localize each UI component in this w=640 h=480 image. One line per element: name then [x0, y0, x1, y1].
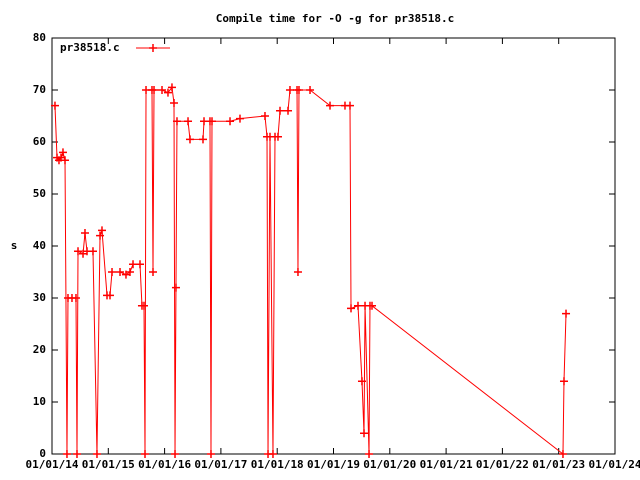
point-marker	[108, 268, 117, 276]
x-tick-label: 01/01/24	[589, 458, 640, 471]
point-marker	[149, 268, 158, 276]
point-marker	[357, 377, 366, 386]
point-marker	[171, 283, 180, 292]
y-tick-label: 80	[33, 31, 46, 44]
y-tick-label: 20	[33, 343, 46, 356]
point-marker	[150, 86, 159, 94]
x-tick-label: 01/01/17	[194, 458, 247, 471]
y-tick-label: 10	[33, 395, 46, 408]
point-marker	[74, 247, 83, 256]
point-marker	[80, 229, 89, 237]
y-axis-label: s	[11, 239, 18, 252]
point-marker	[97, 226, 106, 235]
x-tick-label: 01/01/23	[532, 458, 585, 471]
point-marker	[276, 106, 285, 115]
point-marker	[360, 429, 369, 438]
legend-label: pr38518.c	[60, 41, 120, 54]
y-tick-label: 40	[33, 239, 46, 252]
series-line	[54, 86, 567, 456]
point-marker	[235, 114, 244, 123]
point-marker	[198, 135, 207, 144]
point-marker	[306, 86, 315, 94]
point-marker	[365, 450, 374, 458]
point-marker	[171, 450, 180, 458]
y-tick-label: 70	[33, 83, 46, 96]
point-marker	[92, 450, 101, 458]
point-marker	[116, 268, 125, 276]
point-marker	[158, 86, 167, 94]
point-marker	[294, 86, 303, 94]
point-marker	[135, 260, 144, 269]
point-marker	[558, 450, 567, 458]
x-tick-label: 01/01/22	[476, 458, 529, 471]
point-marker	[170, 99, 179, 107]
x-tick-label: 01/01/21	[420, 458, 473, 471]
point-marker	[172, 117, 181, 126]
y-tick-label: 50	[33, 187, 46, 200]
x-tick-label: 01/01/19	[307, 458, 360, 471]
point-marker	[206, 450, 215, 458]
point-marker	[163, 88, 172, 97]
point-marker	[129, 260, 138, 269]
point-marker	[88, 247, 97, 256]
y-tick-label: 0	[39, 447, 46, 460]
x-tick-label: 01/01/18	[251, 458, 304, 471]
point-marker	[368, 301, 377, 310]
point-marker	[347, 304, 356, 313]
point-marker	[562, 309, 571, 318]
point-marker	[226, 117, 235, 126]
y-tick-label: 60	[33, 135, 46, 148]
point-marker	[353, 301, 362, 310]
point-marker	[273, 132, 282, 141]
point-marker	[268, 450, 277, 458]
point-marker	[284, 106, 293, 115]
point-marker	[58, 148, 67, 157]
point-marker	[62, 450, 71, 458]
point-marker	[96, 231, 105, 240]
x-tick-label: 01/01/20	[363, 458, 416, 471]
point-marker	[141, 450, 150, 458]
point-marker	[260, 112, 269, 120]
point-marker	[184, 117, 193, 126]
legend-swatch-marker	[149, 44, 157, 52]
point-marker	[139, 301, 148, 310]
point-marker	[71, 294, 80, 302]
point-marker	[167, 83, 176, 92]
chart-title: Compile time for -O -g for pr38518.c	[216, 12, 454, 25]
point-marker	[72, 450, 81, 458]
point-marker	[105, 291, 114, 300]
point-marker	[50, 101, 59, 110]
x-tick-label: 01/01/16	[138, 458, 191, 471]
x-tick-label: 01/01/14	[26, 458, 79, 471]
point-marker	[285, 86, 294, 94]
point-marker	[293, 268, 302, 276]
point-marker	[61, 156, 70, 165]
point-marker	[185, 135, 194, 144]
x-tick-label: 01/01/15	[82, 458, 135, 471]
y-tick-label: 30	[33, 291, 46, 304]
point-marker	[208, 117, 217, 126]
point-marker	[345, 101, 354, 110]
point-marker	[125, 268, 134, 276]
point-marker	[326, 101, 335, 110]
plot-frame	[51, 37, 616, 455]
point-marker	[559, 377, 568, 386]
